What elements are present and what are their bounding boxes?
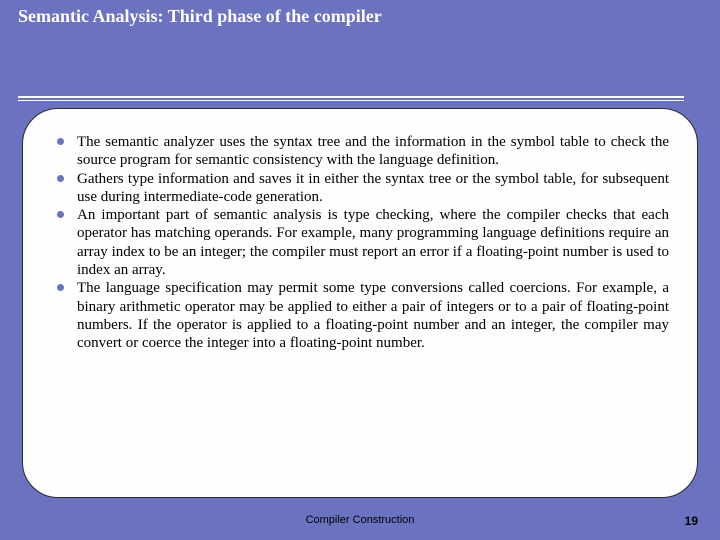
- bullet-list: The semantic analyzer uses the syntax tr…: [51, 133, 669, 353]
- slide-header: Semantic Analysis: Third phase of the co…: [0, 0, 720, 120]
- list-item: The language specification may permit so…: [51, 279, 669, 352]
- content-card: The semantic analyzer uses the syntax tr…: [22, 108, 698, 498]
- footer-label: Compiler Construction: [0, 514, 720, 526]
- list-item: The semantic analyzer uses the syntax tr…: [51, 133, 669, 170]
- list-item: An important part of semantic analysis i…: [51, 206, 669, 279]
- slide-title: Semantic Analysis: Third phase of the co…: [18, 6, 382, 27]
- divider-line-thick: [18, 96, 684, 98]
- list-item: Gathers type information and saves it in…: [51, 170, 669, 207]
- page-number: 19: [685, 514, 698, 528]
- divider-line-thin: [18, 100, 684, 101]
